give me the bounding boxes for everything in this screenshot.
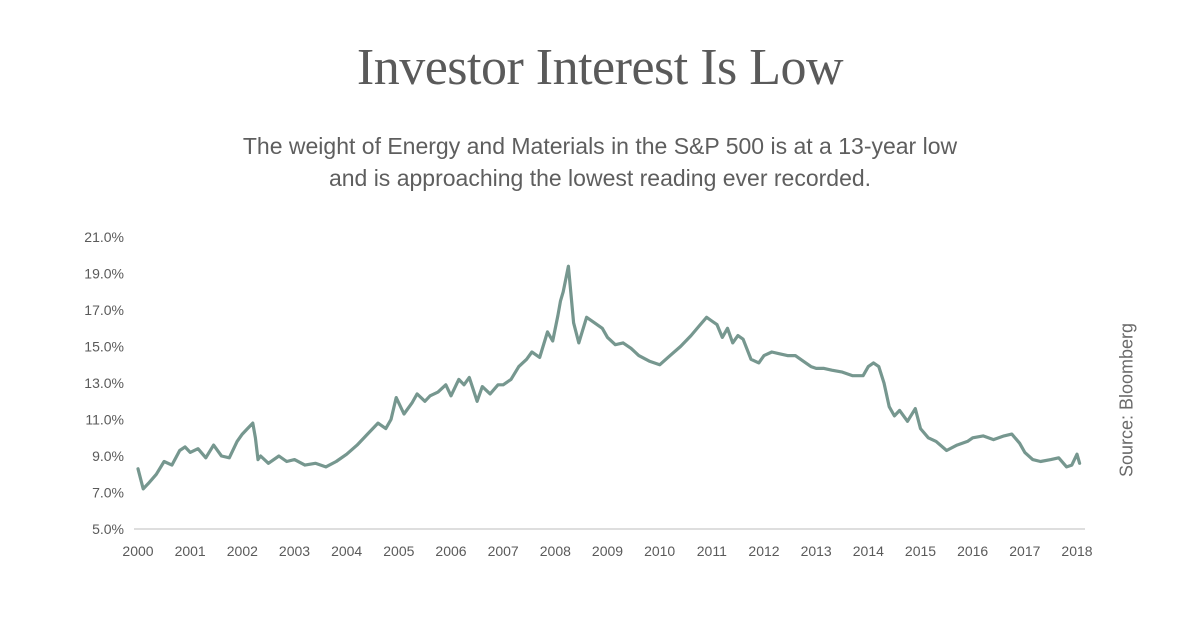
x-tick-labels: 2000 2001 2002 2003 2004 2005 2006 2007 2008 2009… (122, 543, 1092, 559)
x-tick-label: 2001 (175, 543, 206, 559)
y-tick-label: 11.0% (85, 412, 124, 428)
y-tick-label: 19.0% (84, 266, 124, 282)
x-tick-label: 2016 (957, 543, 988, 559)
x-tick-label: 2009 (592, 543, 623, 559)
subtitle-line-2: and is approaching the lowest reading ev… (328, 165, 872, 191)
y-tick-label: 7.0% (92, 485, 124, 501)
x-tick-label: 2013 (801, 543, 832, 559)
x-tick-label: 2018 (1061, 543, 1092, 559)
subtitle-line-1: The weight of Energy and Materials in th… (242, 133, 958, 159)
y-tick-label: 15.0% (84, 339, 124, 355)
x-tick-label: 2010 (644, 543, 675, 559)
x-tick-label: 2014 (853, 543, 884, 559)
x-tick-label: 2007 (488, 543, 519, 559)
x-tick-label: 2004 (331, 543, 362, 559)
x-tick-label: 2015 (905, 543, 936, 559)
chart-title: Investor Interest Is Low (356, 39, 844, 96)
x-tick-label: 2003 (279, 543, 310, 559)
x-tick-label: 2002 (227, 543, 258, 559)
y-tick-label: 5.0% (92, 521, 124, 537)
y-tick-label: 13.0% (84, 375, 124, 391)
x-tick-label: 2012 (748, 543, 779, 559)
chart-subtitle: The weight of Energy and Materials in th… (200, 130, 1000, 194)
x-tick-label: 2017 (1009, 543, 1040, 559)
y-tick-label: 17.0% (84, 302, 124, 318)
x-tick-label: 2011 (697, 543, 727, 559)
source-note: Source: Bloomberg (1116, 322, 1137, 478)
x-tick-label: 2005 (383, 543, 414, 559)
series-line-energy-materials-weight (136, 264, 1082, 491)
x-tick-label: 2008 (540, 543, 571, 559)
y-tick-labels: 5.0% 7.0% 9.0% 11.0% 13.0% 15.0% 17.0% 19.0% 21.… (84, 229, 124, 537)
y-tick-label: 21.0% (84, 229, 124, 245)
y-tick-label: 9.0% (92, 448, 124, 464)
x-tick-label: 2006 (435, 543, 466, 559)
x-tick-label: 2000 (122, 543, 153, 559)
